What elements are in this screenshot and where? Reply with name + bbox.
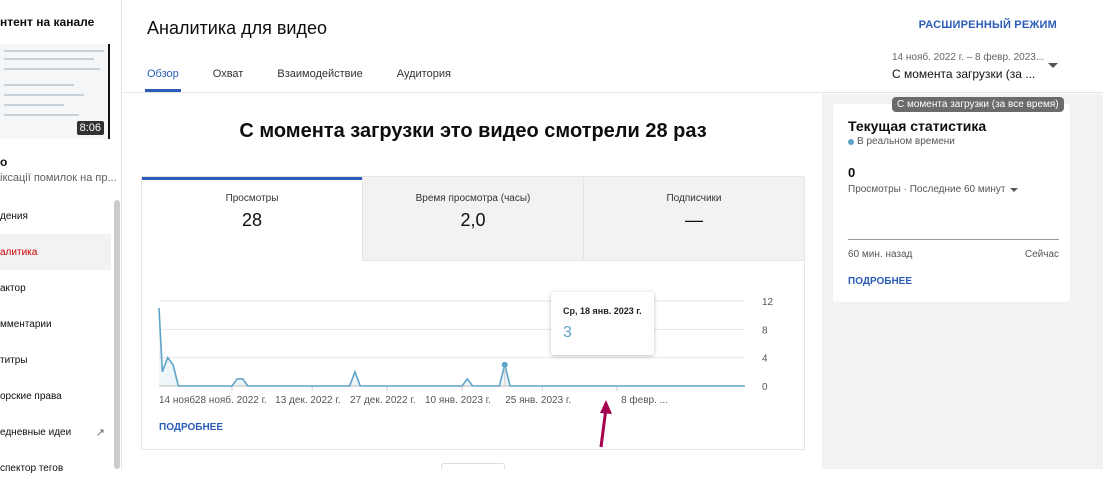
header: Аналитика для видео РАСШИРЕННЫЙ РЕЖИМ Об…: [123, 0, 1103, 93]
live-dot-icon: [848, 138, 854, 145]
sidebar-nav: дения алитика актор мментарии титры орск…: [0, 198, 111, 486]
sidebar-item-label: алитика: [0, 246, 38, 258]
sidebar-item-label: титры: [0, 354, 28, 366]
tabs: Обзор Охват Взаимодействие Аудитория: [145, 68, 485, 92]
period-selector[interactable]: 14 нояб. 2022 г. – 8 февр. 2023... С мом…: [892, 52, 1044, 81]
headline: С момента загрузки это видео смотрели 28…: [239, 120, 707, 142]
period-label: С момента загрузки (за ...: [892, 67, 1036, 81]
sidebar-item-label: едневные идеи: [0, 426, 72, 438]
realtime-card: Текущая статистика В реальном времени 0 …: [833, 104, 1070, 302]
realtime-value: 0: [848, 165, 856, 180]
sidebar-item-tag-inspector[interactable]: спектор тегов: [0, 450, 111, 486]
sidebar-item-copyright[interactable]: орские права: [0, 378, 111, 414]
metric-label: Просмотры: [225, 193, 279, 204]
metric-value: —: [685, 210, 703, 230]
tab-audience[interactable]: Аудитория: [396, 68, 451, 80]
video-duration: 8:06: [76, 121, 104, 135]
video-title: о: [0, 155, 8, 169]
sidebar-scrollbar[interactable]: [114, 200, 120, 469]
realtime-title: Текущая статистика: [848, 118, 987, 134]
tab-reach[interactable]: Охват: [212, 68, 244, 80]
metric-value: 2,0: [460, 210, 486, 230]
metric-views[interactable]: Просмотры 28: [142, 177, 362, 261]
sidebar-item-analytics[interactable]: алитика: [0, 234, 111, 270]
sidebar-item-subtitles[interactable]: титры: [0, 342, 111, 378]
realtime-from: 60 мин. назад: [848, 249, 913, 260]
page-title: Аналитика для видео: [147, 18, 327, 38]
chevron-down-icon[interactable]: [1048, 63, 1058, 68]
sidebar-item-label: актор: [0, 282, 26, 294]
metric-label: Время просмотра (часы): [415, 193, 531, 204]
realtime-metric: Просмотры · Последние 60 минут: [848, 184, 1006, 195]
sidebar-item-ideas[interactable]: едневные идеи ↗: [0, 414, 111, 450]
sidebar-item-details[interactable]: дения: [0, 198, 111, 234]
realtime-metric-dropdown[interactable]: Просмотры · Последние 60 минут: [848, 184, 1019, 195]
sidebar-item-editor[interactable]: актор: [0, 270, 111, 306]
advanced-mode-button[interactable]: РАСШИРЕННЫЙ РЕЖИМ: [918, 19, 1057, 31]
realtime-more-button[interactable]: ПОДРОБНЕЕ: [848, 276, 913, 287]
realtime-subtitle: В реальном времени: [857, 136, 955, 147]
video-thumbnail[interactable]: 8:06: [0, 44, 110, 139]
caret-down-icon: [1010, 187, 1019, 192]
metric-label: Подписчики: [666, 193, 722, 204]
sidebar-item-label: спектор тегов: [0, 462, 64, 474]
metric-watch-time[interactable]: Время просмотра (часы) 2,0: [362, 177, 583, 261]
tooltip-value: 3: [563, 324, 572, 341]
metric-value: 28: [241, 210, 263, 230]
sidebar-item-label: дения: [0, 210, 28, 222]
sidebar: нтент на канале 8:06 о іксації помилок н…: [0, 0, 122, 474]
sidebar-title: нтент на канале: [0, 15, 95, 29]
realtime-to: Сейчас: [1024, 249, 1059, 260]
video-subtitle: іксації помилок на пр...: [0, 172, 117, 184]
metric-subscribers[interactable]: Подписчики —: [583, 177, 804, 261]
period-tooltip: С момента загрузки (за все время): [892, 97, 1064, 112]
sidebar-item-label: орские права: [0, 390, 62, 402]
tooltip-date: Ср, 18 янв. 2023 г.: [563, 306, 642, 316]
chart-tooltip: Ср, 18 янв. 2023 г. 3: [551, 292, 654, 355]
realtime-axis: [848, 239, 1059, 240]
sidebar-item-label: мментарии: [0, 318, 52, 330]
scroll-stub: [441, 463, 505, 469]
date-range: 14 нояб. 2022 г. – 8 февр. 2023...: [892, 52, 1045, 63]
sidebar-item-comments[interactable]: мментарии: [0, 306, 111, 342]
metrics-card: Просмотры 28 Время просмотра (часы) 2,0 По…: [141, 176, 805, 450]
tab-overview[interactable]: Обзор: [145, 68, 181, 92]
external-link-icon: ↗: [95, 426, 105, 439]
tab-engagement[interactable]: Взаимодействие: [277, 68, 363, 80]
more-button[interactable]: ПОДРОБНЕЕ: [159, 422, 224, 433]
